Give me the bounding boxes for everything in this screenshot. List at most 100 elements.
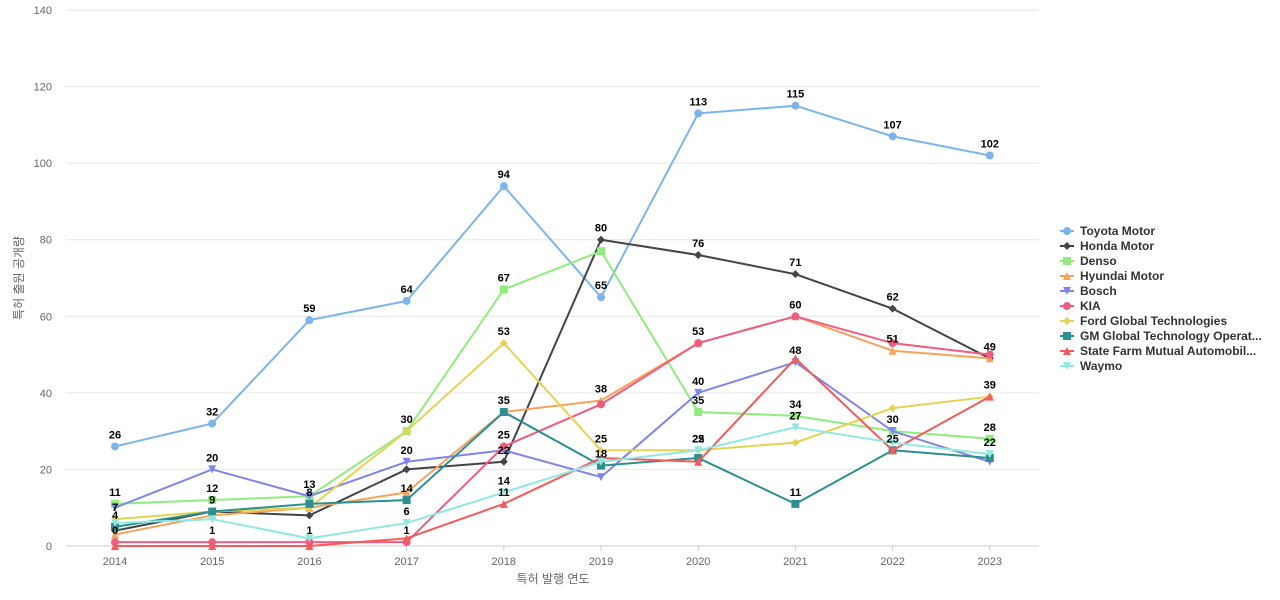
data-point[interactable] [694,457,703,466]
data-point[interactable] [305,492,314,501]
legend-label: Toyota Motor [1080,224,1155,238]
data-point[interactable] [499,488,508,497]
data-point[interactable] [597,446,605,455]
y-tick-label: 20 [40,464,52,476]
data-point[interactable] [888,446,897,455]
data-point[interactable] [791,411,800,420]
legend-item[interactable]: Honda Motor [1060,239,1154,253]
data-label: 25 [692,433,704,445]
data-point[interactable] [597,400,605,409]
legend-item[interactable]: GM Global Technology Operat... [1060,329,1262,343]
data-point[interactable] [208,507,217,516]
data-point[interactable] [305,534,314,543]
data-point[interactable] [208,542,217,550]
data-point[interactable] [402,534,411,543]
legend-marker[interactable] [1063,332,1071,340]
legend-marker[interactable] [1063,302,1071,310]
legend-marker[interactable] [1063,227,1071,235]
data-point[interactable] [791,270,800,279]
data-point[interactable] [402,488,411,497]
data-point[interactable] [888,404,897,413]
data-point[interactable] [499,285,508,294]
data-point[interactable] [985,450,994,459]
legend-item[interactable]: Waymo [1060,359,1122,373]
data-label: 51 [886,334,898,346]
data-point[interactable] [597,293,605,302]
data-point[interactable] [694,109,703,118]
data-point[interactable] [597,235,605,244]
data-point[interactable] [111,519,119,528]
legend-item[interactable]: Ford Global Technologies [1060,314,1227,328]
data-point[interactable] [985,350,994,359]
data-label: 30 [886,414,898,426]
data-point[interactable] [694,251,703,260]
data-point[interactable] [499,499,508,508]
data-point[interactable] [499,442,508,451]
data-point[interactable] [791,423,800,432]
data-point[interactable] [888,339,897,348]
legend-marker[interactable] [1063,347,1071,355]
legend-marker[interactable] [1063,242,1071,250]
legend-item[interactable]: State Farm Mutual Automobil... [1060,344,1256,358]
legend-item[interactable]: KIA [1060,299,1101,313]
data-point[interactable] [694,446,703,455]
data-point[interactable] [305,542,314,550]
data-point[interactable] [791,101,800,110]
data-point[interactable] [111,503,119,512]
data-point[interactable] [111,530,119,539]
data-point[interactable] [694,408,703,416]
data-point[interactable] [499,457,508,466]
data-point[interactable] [985,434,994,443]
data-label: 35 [692,395,704,407]
data-point[interactable] [305,499,314,508]
legend-marker[interactable] [1063,287,1071,295]
data-point[interactable] [208,465,217,474]
data-point[interactable] [597,473,605,482]
data-point[interactable] [694,388,703,397]
data-point[interactable] [694,339,703,348]
series-line [114,361,991,509]
data-point[interactable] [111,442,119,451]
data-point[interactable] [791,312,800,321]
legend-item[interactable]: Hyundai Motor [1060,269,1164,283]
data-point[interactable] [499,182,508,191]
data-point[interactable] [208,496,217,505]
data-point[interactable] [888,346,897,355]
data-point[interactable] [402,496,411,505]
data-point[interactable] [305,511,314,520]
data-label: 71 [789,257,801,269]
data-point[interactable] [888,304,897,313]
data-label: 94 [498,169,511,181]
data-point[interactable] [208,515,217,524]
data-point[interactable] [402,457,411,466]
series-line [114,315,991,536]
data-point[interactable] [985,151,994,160]
legend-marker[interactable] [1063,272,1071,280]
data-point[interactable] [402,465,411,474]
data-point[interactable] [402,427,411,436]
data-point[interactable] [888,427,897,436]
legend-item[interactable]: Denso [1060,254,1117,268]
legend-item[interactable]: Toyota Motor [1060,224,1155,238]
legend-marker[interactable] [1063,257,1071,265]
data-point[interactable] [888,438,897,447]
legend-item[interactable]: Bosch [1060,284,1117,298]
data-label: 115 [787,89,805,101]
data-point[interactable] [888,132,897,141]
data-point[interactable] [597,457,605,466]
data-point[interactable] [791,499,800,508]
legend-marker[interactable] [1063,317,1071,325]
data-point[interactable] [985,392,994,401]
data-point[interactable] [791,354,800,363]
data-point[interactable] [499,408,508,416]
data-point[interactable] [597,247,605,256]
data-point[interactable] [402,296,411,305]
data-point[interactable] [499,339,508,348]
legend-marker[interactable] [1063,362,1071,370]
data-point[interactable] [208,419,217,428]
data-point[interactable] [111,542,119,550]
data-point[interactable] [305,316,314,325]
data-point[interactable] [402,519,411,528]
data-point[interactable] [791,438,800,447]
